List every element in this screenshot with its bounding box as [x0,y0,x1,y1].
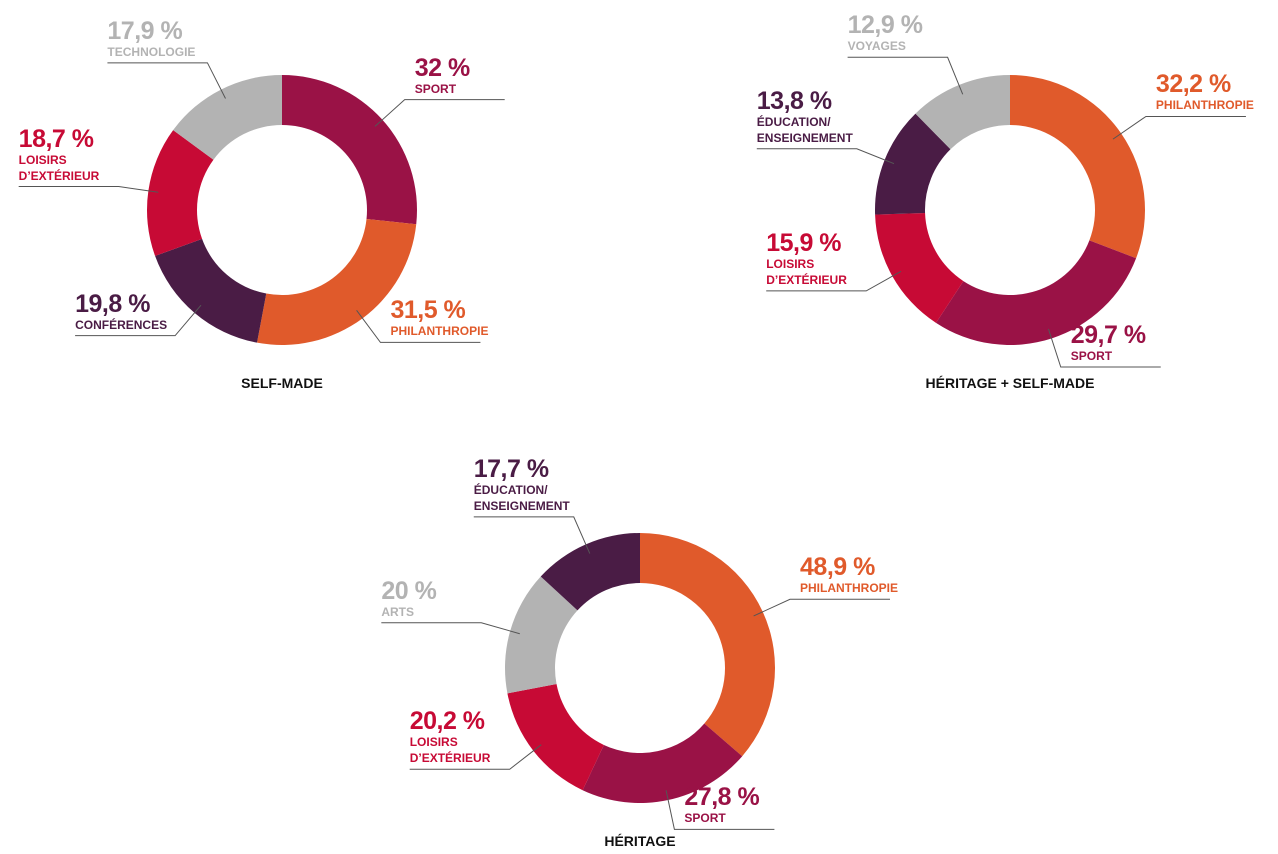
leader-line [753,598,891,617]
value-label: 18,7 % [18,124,94,153]
donut-segment [173,75,282,160]
segment-label: 17,9 % TECHNOLOGIE [107,18,195,60]
donut-segment [155,238,267,343]
segment-label: 48,9 % PHILANTHROPIE [800,554,898,596]
category-label: CONFÉRENCES [75,317,168,332]
value-label: 27,8 % [684,783,760,812]
leader-line [18,186,159,193]
value-label: 17,9 % [107,16,183,45]
donut-segment [582,723,743,803]
value-label: 15,9 % [766,228,842,257]
category-label: PHILANTHROPIE [1155,98,1254,113]
segment-label: 20,2 % LOISIRS D’EXTÉRIEUR [410,708,491,766]
segment-label: 32 % SPORT [415,55,470,97]
donut-segment [640,533,775,757]
segment-label: 27,8 % SPORT [684,784,759,826]
leader-line [473,516,591,554]
leader-line [409,744,542,770]
category-label: SPORT [684,811,726,826]
value-label: 48,9 % [800,553,875,582]
leader-line [75,304,202,337]
leader-line [756,148,895,165]
value-label: 17,7 % [473,454,549,483]
leader-line [356,310,481,343]
segment-label: 13,8 % ÉDUCATION/ ENSEIGNEMENT [757,88,853,146]
segment-label: 20 % ARTS [381,578,436,620]
category-label: ÉDUCATION/ ENSEIGNEMENT [756,114,853,145]
value-label: 31,5 % [390,296,466,325]
category-label: LOISIRS D’EXTÉRIEUR [18,152,100,183]
value-label: 32,2 % [1155,70,1231,99]
category-label: SPORT [414,81,457,96]
chart-title: SELF-MADE [241,375,323,391]
segment-label: 32,2 % PHILANTHROPIE [1156,71,1254,113]
value-label: 19,8 % [75,289,150,318]
segment-label: 18,7 % LOISIRS D’EXTÉRIEUR [19,126,100,184]
donut-segment [915,75,1010,150]
donut-segment [505,576,578,694]
category-label: ARTS [381,604,414,619]
category-label: TECHNOLOGIE [107,44,196,59]
leader-line [847,56,964,95]
value-label: 32 % [414,53,470,82]
leader-line [381,622,520,635]
segment-label: 31,5 % PHILANTHROPIE [390,297,488,339]
category-label: VOYAGES [847,39,906,54]
category-label: ÉDUCATION/ ENSEIGNEMENT [473,482,570,513]
donut-segment [282,75,417,225]
category-label: LOISIRS D’EXTÉRIEUR [409,735,491,766]
donut-segment [875,212,964,323]
donut-segment [875,113,951,215]
category-label: LOISIRS D’EXTÉRIEUR [766,256,847,287]
donut-segment [540,533,640,611]
donut-segment [257,219,417,345]
value-label: 12,9 % [847,11,923,40]
segment-label: 17,7 % ÉDUCATION/ ENSEIGNEMENT [474,456,570,514]
chart-title: HÉRITAGE [604,833,676,849]
segment-label: 12,9 % VOYAGES [848,12,923,54]
value-label: 13,8 % [756,86,832,115]
segment-label: 29,7 % SPORT [1071,322,1146,364]
category-label: PHILANTHROPIE [800,581,899,596]
leader-line [766,270,902,292]
donut-segment [147,130,214,256]
segment-label: 15,9 % LOISIRS D’EXTÉRIEUR [766,230,847,288]
segment-label: 19,8 % CONFÉRENCES [75,291,167,333]
leader-line [665,790,775,830]
donut-segment [1010,75,1145,259]
donut-segment [507,683,604,791]
category-label: PHILANTHROPIE [390,324,489,339]
value-label: 20 % [381,576,437,605]
leader-line [374,99,505,127]
leader-line [1112,115,1246,140]
leader-line [107,62,226,99]
value-label: 29,7 % [1070,321,1146,349]
value-label: 20,2 % [409,707,485,736]
leader-line [1047,328,1161,368]
category-label: SPORT [1070,349,1113,363]
donut-segment [935,240,1137,346]
chart-title: HÉRITAGE + SELF-MADE [925,375,1095,391]
